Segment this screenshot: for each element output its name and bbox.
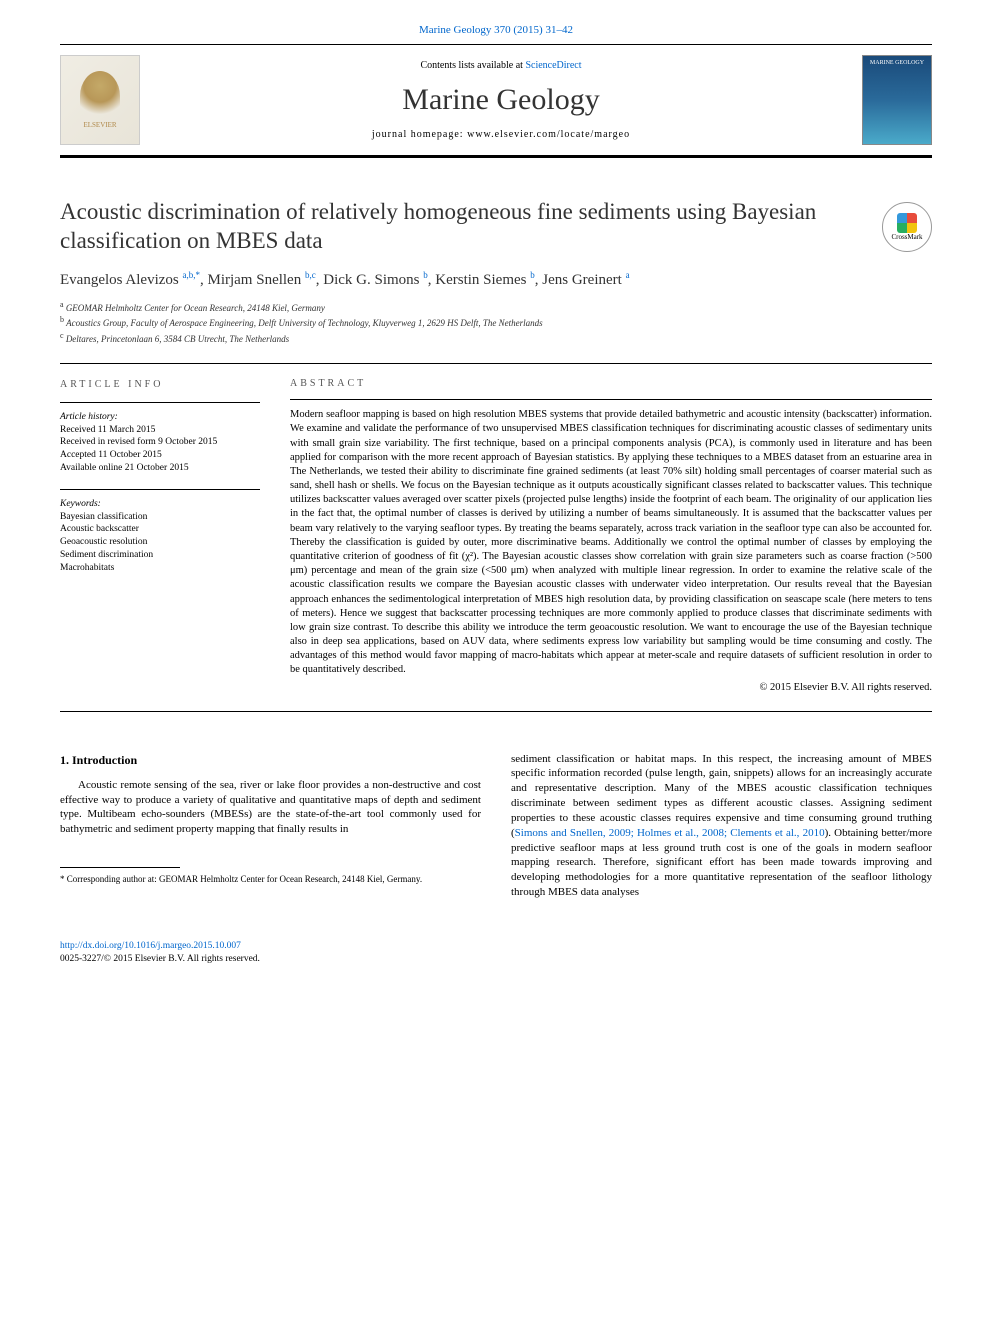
keyword: Geoacoustic resolution <box>60 536 260 549</box>
journal-cover-thumbnail: MARINE GEOLOGY <box>862 55 932 145</box>
author-aff-sup[interactable]: b,c <box>305 270 316 280</box>
contents-available-line: Contents lists available at ScienceDirec… <box>140 60 862 71</box>
footnote-text: Corresponding author at: GEOMAR Helmholt… <box>67 874 422 884</box>
intro-left-column: 1. Introduction Acoustic remote sensing … <box>60 752 481 900</box>
author: Mirjam Snellen b,c <box>207 272 315 288</box>
authors-list: Evangelos Alevizos a,b,*, Mirjam Snellen… <box>60 270 932 289</box>
section-divider <box>60 711 932 712</box>
history-label: Article history: <box>60 411 260 424</box>
header-center: Contents lists available at ScienceDirec… <box>140 60 862 140</box>
publisher-name: ELSEVIER <box>83 121 116 129</box>
intro-paragraph: Acoustic remote sensing of the sea, rive… <box>60 778 481 837</box>
crossmark-icon <box>897 213 917 233</box>
article-title: Acoustic discrimination of relatively ho… <box>60 198 862 256</box>
author-aff-sup[interactable]: a,b, <box>182 270 195 280</box>
author: Evangelos Alevizos a,b,* <box>60 272 200 288</box>
section-divider <box>60 363 932 364</box>
title-row: Acoustic discrimination of relatively ho… <box>60 198 932 256</box>
intro-right-column: sediment classification or habitat maps.… <box>511 752 932 900</box>
affiliation: a GEOMAR Helmholtz Center for Ocean Rese… <box>60 299 932 315</box>
cover-label: MARINE GEOLOGY <box>867 60 927 66</box>
info-abstract-row: article info Article history: Received 1… <box>60 378 932 692</box>
keyword: Macrohabitats <box>60 562 260 575</box>
footnote-divider <box>60 867 180 868</box>
journal-title: Marine Geology <box>140 83 862 117</box>
history-item: Received 11 March 2015 <box>60 424 260 437</box>
article-info-label: article info <box>60 378 260 392</box>
crossmark-label: CrossMark <box>891 233 922 241</box>
history-item: Accepted 11 October 2015 <box>60 449 260 462</box>
author-aff-sup[interactable]: b <box>530 270 535 280</box>
author-aff-sup[interactable]: a <box>626 270 630 280</box>
abstract-column: abstract Modern seafloor mapping is base… <box>290 378 932 692</box>
corresponding-author-footnote: * Corresponding author at: GEOMAR Helmho… <box>60 874 481 886</box>
info-divider <box>60 402 260 403</box>
history-item: Received in revised form 9 October 2015 <box>60 436 260 449</box>
intro-columns: 1. Introduction Acoustic remote sensing … <box>60 752 932 900</box>
issn-copyright: 0025-3227/© 2015 Elsevier B.V. All right… <box>60 954 260 964</box>
affiliation: c Deltares, Princetonlaan 6, 3584 CB Utr… <box>60 330 932 346</box>
publisher-logo: ELSEVIER <box>60 55 140 145</box>
abstract-divider <box>290 399 932 400</box>
header-citation-link[interactable]: Marine Geology 370 (2015) 31–42 <box>419 24 573 36</box>
footnote-marker: * <box>60 874 65 884</box>
journal-homepage: journal homepage: www.elsevier.com/locat… <box>140 129 862 140</box>
introduction-section: 1. Introduction Acoustic remote sensing … <box>60 752 932 900</box>
sciencedirect-link[interactable]: ScienceDirect <box>525 60 581 71</box>
keywords-block: Keywords: Bayesian classification Acoust… <box>60 498 260 575</box>
history-item: Available online 21 October 2015 <box>60 462 260 475</box>
elsevier-tree-icon <box>80 71 120 121</box>
keyword: Acoustic backscatter <box>60 523 260 536</box>
article-info-column: article info Article history: Received 1… <box>60 378 260 692</box>
intro-heading: 1. Introduction <box>60 752 481 768</box>
author: Jens Greinert a <box>542 272 629 288</box>
homepage-url: www.elsevier.com/locate/margeo <box>467 129 630 140</box>
author-corr-sup[interactable]: * <box>195 270 200 280</box>
homepage-prefix: journal homepage: <box>372 129 467 140</box>
header-citation: Marine Geology 370 (2015) 31–42 <box>60 24 932 36</box>
keyword: Bayesian classification <box>60 511 260 524</box>
abstract-text: Modern seafloor mapping is based on high… <box>290 408 932 677</box>
intro-paragraph: sediment classification or habitat maps.… <box>511 752 932 900</box>
keywords-label: Keywords: <box>60 498 260 511</box>
contents-prefix: Contents lists available at <box>420 60 525 71</box>
journal-header: ELSEVIER Contents lists available at Sci… <box>60 44 932 158</box>
article-footer: http://dx.doi.org/10.1016/j.margeo.2015.… <box>60 940 932 966</box>
citation-link[interactable]: Simons and Snellen, 2009; Holmes et al.,… <box>515 827 825 839</box>
abstract-copyright: © 2015 Elsevier B.V. All rights reserved… <box>290 682 932 693</box>
crossmark-badge[interactable]: CrossMark <box>882 202 932 252</box>
keyword: Sediment discrimination <box>60 549 260 562</box>
author: Kerstin Siemes b <box>435 272 535 288</box>
author-aff-sup[interactable]: b <box>423 270 428 280</box>
doi-link[interactable]: http://dx.doi.org/10.1016/j.margeo.2015.… <box>60 941 241 951</box>
info-divider <box>60 489 260 490</box>
affiliation: b Acoustics Group, Faculty of Aerospace … <box>60 314 932 330</box>
article-history: Article history: Received 11 March 2015 … <box>60 411 260 475</box>
author: Dick G. Simons b <box>323 272 428 288</box>
affiliations: a GEOMAR Helmholtz Center for Ocean Rese… <box>60 299 932 346</box>
abstract-label: abstract <box>290 378 932 389</box>
